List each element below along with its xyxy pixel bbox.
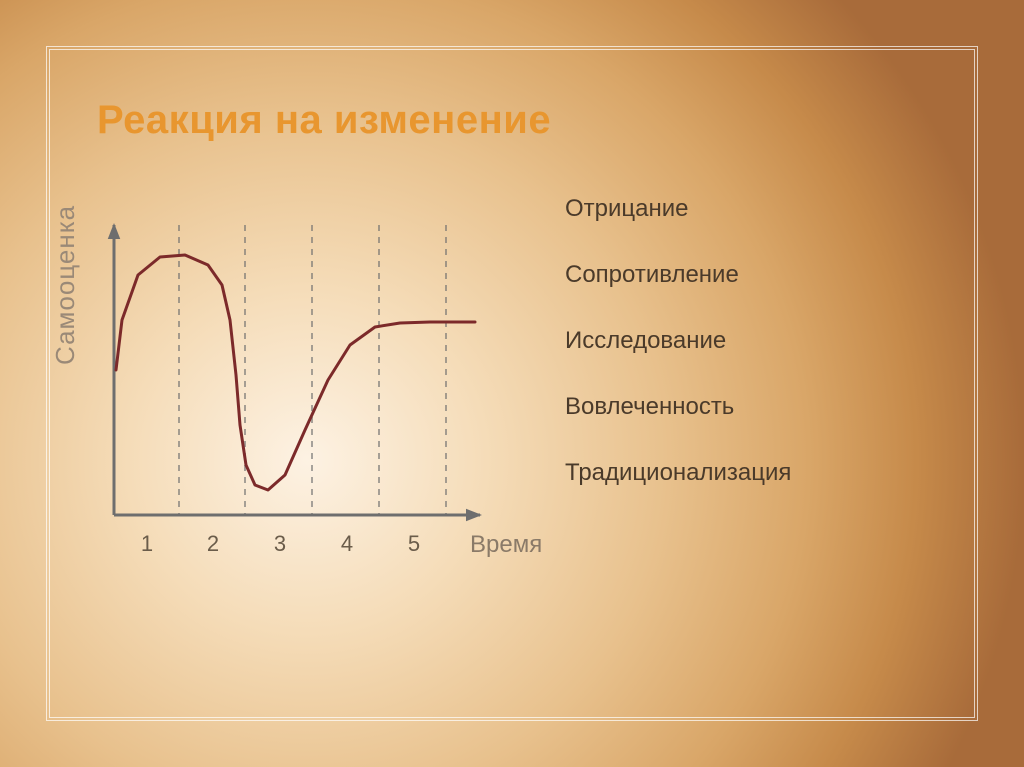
list-item: Традиционализация (565, 459, 791, 487)
list-item: Сопротивление (565, 261, 791, 289)
x-tick: 2 (203, 531, 223, 557)
stages-list: Отрицание Сопротивление Исследование Вов… (565, 195, 791, 487)
x-tick: 4 (337, 531, 357, 557)
list-item: Отрицание (565, 195, 791, 223)
x-tick: 1 (137, 531, 157, 557)
chart-svg (80, 215, 550, 575)
list-item: Вовлеченность (565, 393, 791, 421)
x-tick: 5 (404, 531, 424, 557)
slide-title: Реакция на изменение (97, 98, 551, 143)
x-tick: 3 (270, 531, 290, 557)
slide: Реакция на изменение Отрицание Сопротивл… (0, 0, 1024, 767)
chart: Самооценка Время 12345 (50, 215, 560, 595)
y-axis-label: Самооценка (50, 205, 81, 365)
list-item: Исследование (565, 327, 791, 355)
